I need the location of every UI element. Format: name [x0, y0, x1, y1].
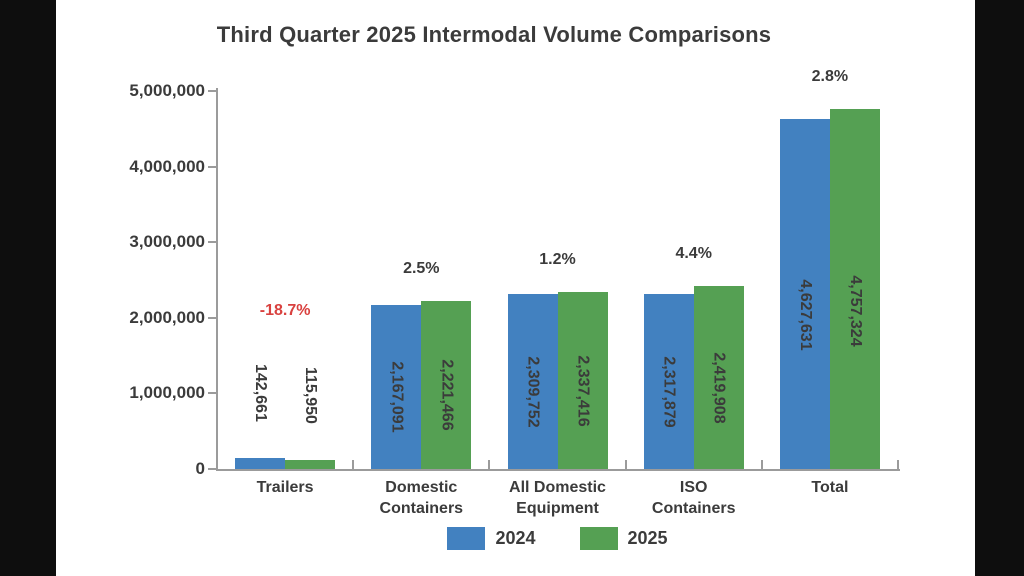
x-category-label-iso-containers: ISO Containers [651, 479, 736, 517]
legend: 2024 2025 [217, 527, 898, 550]
legend-label-2024: 2024 [495, 528, 536, 548]
y-tick-label: 4,000,000 [129, 156, 205, 176]
y-tick-label: 3,000,000 [129, 232, 205, 252]
y-tick-label: 5,000,000 [129, 81, 205, 100]
legend-label-2025: 2025 [627, 528, 668, 548]
bar-2024-total: 4,627,631 [779, 119, 830, 469]
value-label-2025-domestic-containers: 2,221,466 [438, 359, 456, 431]
x-axis-line [216, 469, 900, 471]
x-category-label-trailers: Trailers [256, 479, 314, 496]
bar-2025-domestic-containers: 2,221,466 [421, 301, 472, 469]
y-tick [208, 468, 217, 470]
pct-change-label-all-domestic-equipment: 1.2% [539, 251, 576, 269]
y-tick [208, 392, 217, 395]
pct-change-label-domestic-containers: 2.5% [403, 260, 440, 278]
bar-2025-iso-containers: 2,419,908 [693, 286, 744, 469]
y-tick-label: 0 [195, 459, 205, 478]
value-label-2025-total: 4,757,324 [846, 275, 864, 347]
bar-2024-all-domestic-equipment: 2,309,752 [507, 294, 558, 469]
bar-2025-trailers [285, 460, 336, 469]
pct-change-label-total: 2.8% [811, 68, 849, 86]
pct-change-label-trailers: -18.7% [259, 302, 311, 320]
value-label-2025-all-domestic-equipment: 2,337,416 [574, 355, 592, 427]
chart-canvas: Third Quarter 2025 Intermodal Volume Com… [56, 0, 975, 576]
value-label-2025-iso-containers: 2,419,908 [710, 352, 728, 425]
x-tick [760, 460, 763, 469]
legend-swatch-2024 [447, 527, 486, 550]
bar-2024-iso-containers: 2,317,879 [643, 293, 694, 469]
y-tick [208, 90, 217, 92]
value-label-2024-iso-containers: 2,317,879 [660, 356, 678, 428]
y-tick-label: 1,000,000 [129, 383, 205, 403]
value-label-2024-all-domestic-equipment: 2,309,752 [524, 356, 542, 428]
pct-change-label-iso-containers: 4.4% [675, 245, 712, 263]
x-category-label-domestic-containers: Domestic Containers [379, 479, 464, 517]
x-tick [897, 460, 899, 469]
x-tick [488, 460, 491, 469]
value-label-2024-trailers: 142,661 [252, 364, 270, 423]
bar-2024-domestic-containers: 2,167,091 [371, 305, 422, 469]
chart-title: Third Quarter 2025 Intermodal Volume Com… [216, 22, 772, 47]
bar-2025-all-domestic-equipment: 2,337,416 [557, 292, 608, 469]
value-label-2024-total: 4,627,631 [796, 279, 814, 351]
legend-item-2024: 2024 [447, 527, 536, 550]
legend-item-2025: 2025 [579, 527, 668, 550]
x-category-label-all-domestic-equipment: All Domestic Equipment [509, 479, 606, 517]
y-tick [208, 241, 217, 244]
x-category-label-total: Total [811, 479, 849, 496]
y-tick-label: 2,000,000 [129, 307, 205, 327]
value-label-2025-trailers: 115,950 [302, 367, 320, 425]
value-label-2024-domestic-containers: 2,167,091 [388, 361, 406, 433]
x-tick [624, 460, 627, 469]
y-tick [208, 165, 217, 168]
y-tick [208, 316, 217, 319]
bar-2024-trailers [235, 458, 286, 469]
legend-swatch-2025 [579, 527, 618, 550]
x-tick [352, 460, 355, 469]
y-axis-line [216, 88, 218, 471]
bar-2025-total: 4,757,324 [829, 109, 880, 469]
